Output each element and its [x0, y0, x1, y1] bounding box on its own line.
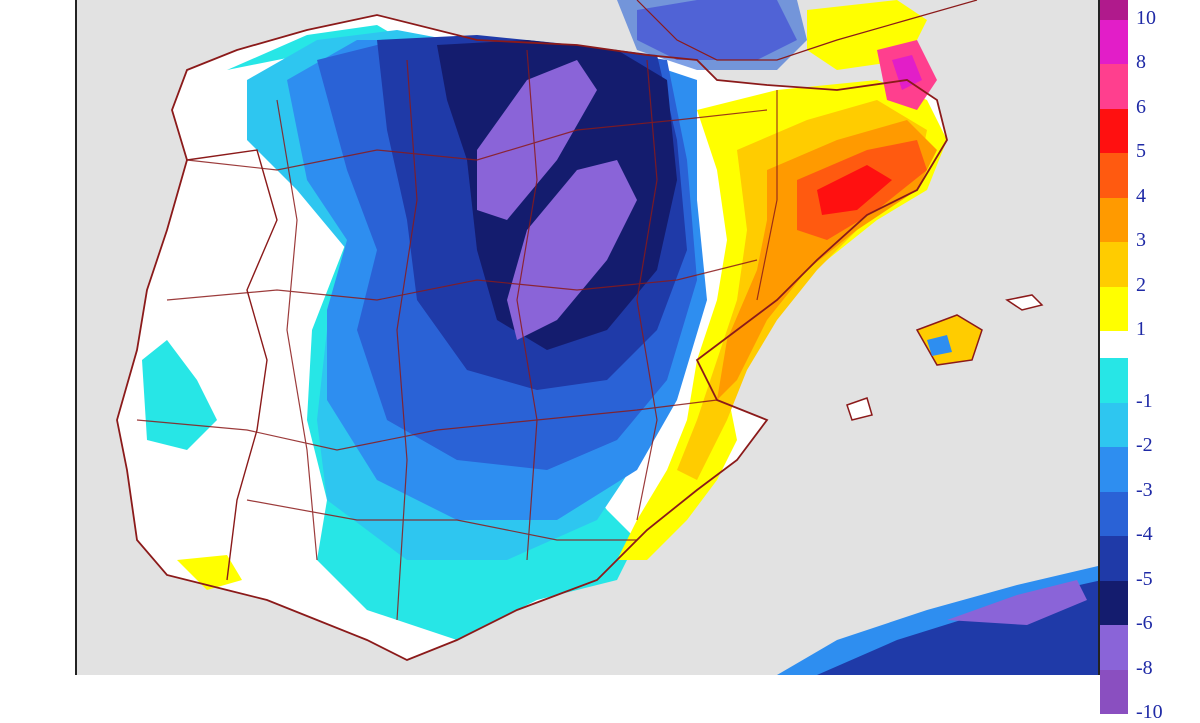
- legend-swatch-positive-4: [1100, 153, 1128, 198]
- province-borders: [136, 49, 778, 621]
- legend-swatch-negative-4: [1100, 536, 1128, 581]
- island-ibiza: [846, 397, 873, 421]
- legend-label-positive-0: 10: [1136, 6, 1156, 29]
- legend-swatch-negative-6: [1100, 625, 1128, 670]
- legend-swatch-positive-2: [1100, 64, 1128, 109]
- color-legend: 10 8 6 5 4 3 2 1 -1 -2 -3 -4 -5 -6 -8 -10: [1100, 0, 1200, 722]
- island-mallorca: [915, 314, 983, 366]
- legend-swatch-negative-7: [1100, 669, 1128, 714]
- island-menorca: [1005, 294, 1044, 311]
- temperature-anomaly-map: [75, 0, 1100, 675]
- legend-swatch-positive-3: [1100, 108, 1128, 153]
- anomaly-plus1-south: [177, 555, 242, 590]
- map-drawing: [116, 0, 1098, 675]
- legend-swatch-negative-0: [1100, 358, 1128, 403]
- legend-label-negative-5: -6: [1136, 612, 1153, 634]
- legend-label-positive-3: 5: [1136, 140, 1146, 162]
- legend-label-positive-6: 2: [1136, 273, 1146, 296]
- anomaly-minus8-b: [507, 160, 637, 340]
- legend-swatch-negative-5: [1100, 580, 1128, 625]
- legend-label-positive-7: 1: [1136, 318, 1146, 340]
- portugal-border: [186, 149, 278, 581]
- legend-swatch-positive-1: [1100, 19, 1128, 64]
- legend-label-positive-4: 4: [1136, 184, 1146, 207]
- france-border: [636, 0, 978, 61]
- legend-swatch-negative-3: [1100, 491, 1128, 536]
- coastline: [116, 14, 948, 661]
- anomaly-plus5: [817, 165, 892, 215]
- legend-label-positive-5: 3: [1136, 229, 1146, 251]
- legend-swatch-positive-5: [1100, 197, 1128, 242]
- legend-label-negative-7: -10: [1136, 701, 1163, 723]
- legend-label-negative-2: -3: [1136, 478, 1153, 501]
- legend-swatch-positive-6: [1100, 242, 1128, 287]
- legend-label-positive-1: 8: [1136, 51, 1146, 73]
- legend-label-negative-1: -2: [1136, 434, 1153, 456]
- legend-swatch-positive-0: [1100, 0, 1128, 20]
- anomaly-minus8-a: [477, 60, 597, 220]
- legend-label-negative-6: -8: [1136, 656, 1153, 679]
- legend-label-positive-2: 6: [1136, 95, 1146, 118]
- island-mallorca-cold: [927, 335, 952, 356]
- legend-label-negative-4: -5: [1136, 567, 1153, 590]
- legend-label-negative-0: -1: [1136, 389, 1153, 412]
- north-africa-coldest: [947, 580, 1087, 625]
- legend-swatch-negative-2: [1100, 447, 1128, 492]
- anomaly-minus4-north: [617, 0, 807, 70]
- legend-swatch-negative-1: [1100, 402, 1128, 447]
- legend-label-negative-3: -4: [1136, 523, 1153, 545]
- legend-swatch-positive-7: [1100, 286, 1128, 331]
